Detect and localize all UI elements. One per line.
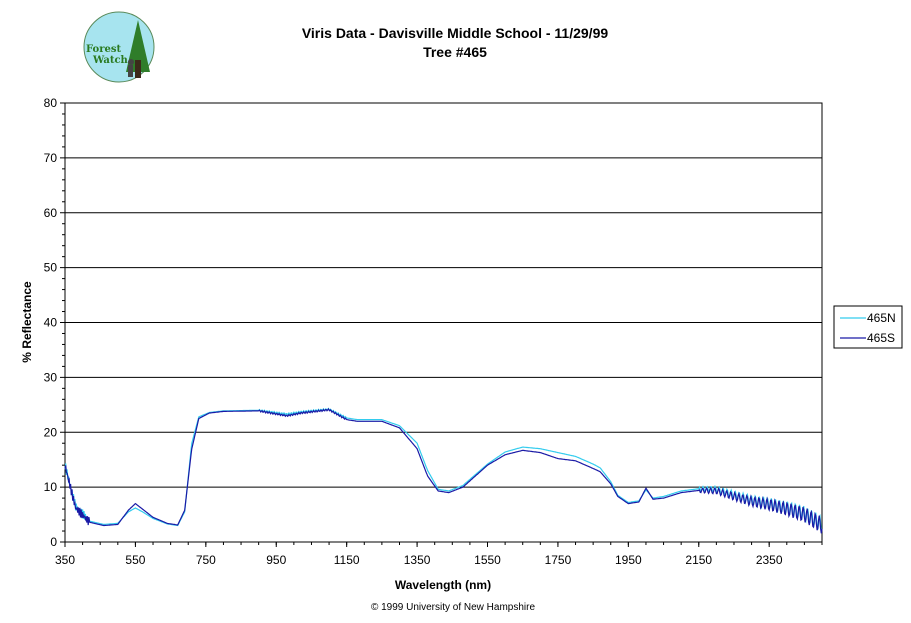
- x-tick-label: 1950: [615, 553, 642, 567]
- logo-text-forest: Forest: [86, 44, 121, 55]
- chart-title: Viris Data - Davisville Middle School - …: [302, 25, 609, 41]
- x-axis-label: Wavelength (nm): [395, 578, 491, 592]
- y-tick-label: 40: [44, 316, 58, 330]
- y-axis: 0 10 20 30 40 50 60 70 80: [44, 96, 65, 549]
- legend: 465N 465S: [833, 305, 903, 349]
- x-tick-label: 750: [196, 553, 216, 567]
- x-tick-label: 2350: [756, 553, 783, 567]
- series-line-465s: [64, 407, 823, 534]
- copyright-footer: © 1999 University of New Hampshire: [371, 602, 536, 613]
- x-axis: 350 550 750 950 1150 1350 1550 1750 1950 2150 2350: [55, 542, 823, 567]
- y-tick-label: 20: [44, 425, 58, 439]
- x-tick-label: 550: [125, 553, 145, 567]
- x-tick-label: 1350: [404, 553, 431, 567]
- gridlines: [65, 157, 822, 488]
- y-tick-label: 60: [44, 206, 58, 220]
- y-tick-label: 70: [44, 151, 58, 165]
- legend-box: [833, 305, 903, 349]
- y-tick-label: 80: [44, 96, 58, 110]
- tree-icon: [126, 20, 150, 72]
- y-tick-label: 0: [50, 535, 57, 549]
- series-lines: [64, 407, 823, 534]
- logo-text-watch: Watch: [92, 55, 129, 66]
- x-tick-label: 950: [266, 553, 286, 567]
- series-line-465n: [64, 407, 823, 532]
- x-tick-label: 1750: [545, 553, 572, 567]
- x-tick-label: 350: [55, 553, 75, 567]
- chart-subtitle: Tree #465: [423, 44, 487, 60]
- legend-label-465s: 465S: [867, 331, 895, 345]
- x-tick-label: 1550: [474, 553, 501, 567]
- x-tick-label: 2150: [685, 553, 712, 567]
- y-tick-label: 50: [44, 261, 58, 275]
- forest-watch-logo: Forest Watch: [83, 11, 155, 83]
- x-tick-label: 1150: [334, 553, 360, 567]
- y-tick-label: 10: [44, 480, 58, 494]
- legend-label-465n: 465N: [867, 311, 896, 325]
- y-axis-label: % Reflectance: [20, 281, 34, 363]
- y-tick-label: 30: [44, 370, 58, 384]
